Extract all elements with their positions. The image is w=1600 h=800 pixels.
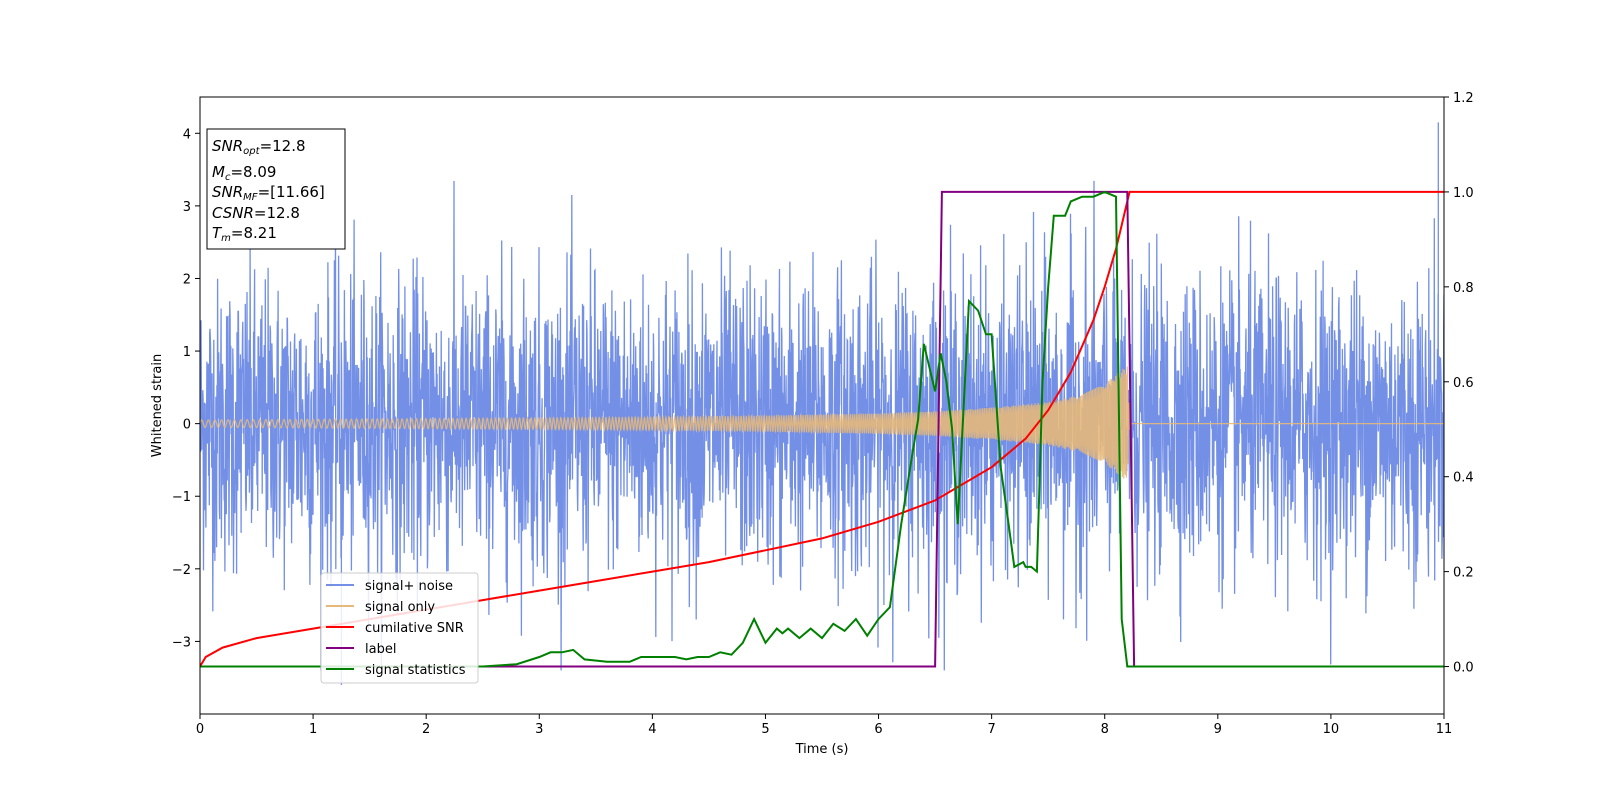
series-signal-statistics xyxy=(200,190,1444,668)
info-box xyxy=(206,128,346,250)
legend-label: signal+ noise xyxy=(365,579,453,594)
y-right-tick-label: 0.0 xyxy=(1453,661,1474,676)
y-right-tick-label: 0.6 xyxy=(1453,376,1474,391)
x-tick-label: 9 xyxy=(1214,722,1222,737)
x-tick-label: 0 xyxy=(196,722,204,737)
x-tick-label: 7 xyxy=(987,722,995,737)
x-tick-label: 1 xyxy=(309,722,317,737)
x-tick-label: 10 xyxy=(1323,722,1340,737)
axes-layer xyxy=(195,96,1449,719)
x-tick-label: 3 xyxy=(535,722,543,737)
y-right-tick-label: 1.2 xyxy=(1453,91,1474,106)
legend-label: cumilative SNR xyxy=(365,621,464,636)
y-axis-label: Whitened strain xyxy=(150,354,165,457)
series-signal-only xyxy=(200,366,1444,479)
info-row: Tm=8.21 xyxy=(212,224,277,244)
x-tick-label: 6 xyxy=(874,722,882,737)
y-left-tick-label: 3 xyxy=(183,200,191,215)
legend-label: signal statistics xyxy=(365,663,466,678)
x-tick-label: 11 xyxy=(1436,722,1453,737)
info-row: CSNR=12.8 xyxy=(212,204,300,222)
y-left-tick-label: 4 xyxy=(183,127,191,142)
y-right-tick-label: 0.2 xyxy=(1453,566,1474,581)
y-left-tick-label: −1 xyxy=(172,490,191,505)
y-right-tick-label: 0.4 xyxy=(1453,471,1474,486)
y-right-tick-label: 0.8 xyxy=(1453,281,1474,296)
text-layer: 0 1 2 3 4 5 6 7 8 9 10 1143210−1−2−31.21.00.80.60.4… xyxy=(150,91,1474,757)
x-tick-label: 5 xyxy=(761,722,769,737)
legend-label: label xyxy=(365,642,396,657)
y-right-tick-label: 1.0 xyxy=(1453,186,1474,201)
x-tick-label: 8 xyxy=(1101,722,1109,737)
y-left-tick-label: −2 xyxy=(172,563,191,578)
legend-box xyxy=(320,572,479,684)
info-row: Mc=8.09 xyxy=(212,163,276,183)
plot-frame xyxy=(199,96,1445,715)
y-left-tick-label: 0 xyxy=(183,418,191,433)
legend-label: signal only xyxy=(365,600,435,615)
y-left-tick-label: 2 xyxy=(183,272,191,287)
y-left-tick-label: −3 xyxy=(172,635,191,650)
x-tick-label: 4 xyxy=(648,722,656,737)
x-axis-label: Time (s) xyxy=(795,742,849,757)
info-row: SNRMF=[11.66] xyxy=(212,183,325,203)
y-left-tick-label: 1 xyxy=(183,345,191,360)
info-row: SNRopt=12.8 xyxy=(212,137,306,157)
x-tick-label: 2 xyxy=(422,722,430,737)
